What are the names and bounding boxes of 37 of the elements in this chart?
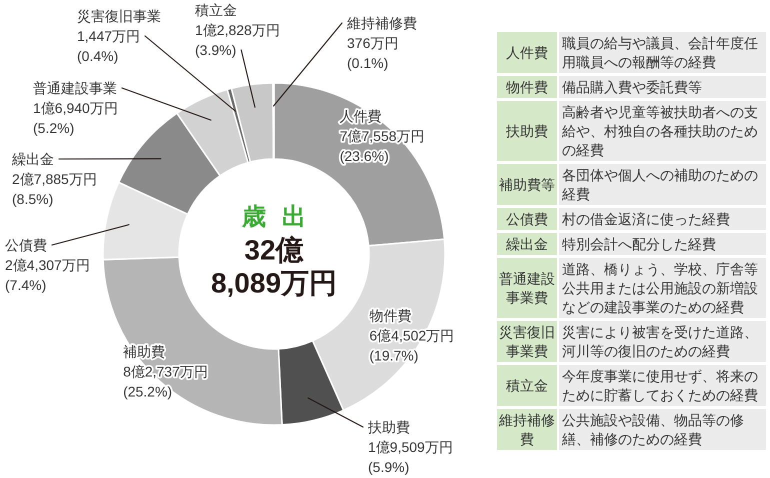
category-label: 公債費 — [506, 211, 548, 227]
slice-label: 維持補修費 — [346, 15, 417, 31]
text: 災害により被害を受けた道路、河川等の復旧のための経費 — [562, 324, 758, 359]
category-label: 補助費等 — [499, 176, 555, 192]
text: 32億 8,089万円 — [210, 234, 338, 298]
slice-label: 普通建設事業 — [33, 80, 117, 96]
text: 今年度事業に使用せず、将来のために貯蓄しておくための経費 — [562, 368, 758, 403]
data-label: 7億7,558万円 (23.6%) — [340, 128, 425, 164]
slice-label: 積立金 — [195, 2, 237, 18]
data-label: 6億4,502万円 (19.7%) — [369, 327, 454, 364]
slice-label: 補助費 — [123, 344, 166, 360]
text: 各団体や個人への補助のための経費 — [561, 167, 758, 202]
text: 公共施設や設備、物品等の修繕、補修のための経費 — [561, 412, 744, 447]
data-label: 1億6,940万円 (5.2%) — [33, 100, 118, 136]
category-label: 繰出金 — [505, 236, 548, 252]
text: 職員の給与や議員、会計年度任用職員への報酬等の経費 — [562, 35, 758, 70]
slice-label: 扶助費 — [367, 419, 410, 435]
category-label: 扶助費 — [505, 123, 548, 139]
category-label: 積立金 — [506, 378, 548, 394]
slice-label: 公債費 — [5, 237, 47, 253]
text: 歳出 — [241, 204, 322, 230]
slice-label: 物件費 — [369, 307, 412, 324]
data-label: 376万円 (0.1%) — [347, 35, 398, 71]
text: 特別会計へ配分した経費 — [562, 236, 716, 252]
data-label: 1億2,828万円 (3.9%) — [195, 22, 280, 58]
text: 村の借金返済に使った経費 — [561, 211, 730, 227]
data-label: 2億7,885万円 (8.5%) — [12, 171, 97, 207]
category-label: 人件費 — [506, 44, 548, 60]
text: 備品購入費や委託費等 — [562, 79, 702, 95]
category-label: 普通建設事業費 — [499, 270, 555, 306]
slice-label: 人件費 — [340, 108, 382, 124]
data-label: 1億9,509万円 (5.9%) — [368, 439, 453, 475]
slice-label: 災害復旧事業 — [77, 8, 161, 24]
category-label: 物件費 — [506, 79, 548, 95]
slice-label: 繰出金 — [11, 151, 54, 167]
data-label: 2億4,307万円 (7.4%) — [5, 257, 90, 293]
data-label: 1,447万円 (0.4%) — [77, 28, 140, 64]
